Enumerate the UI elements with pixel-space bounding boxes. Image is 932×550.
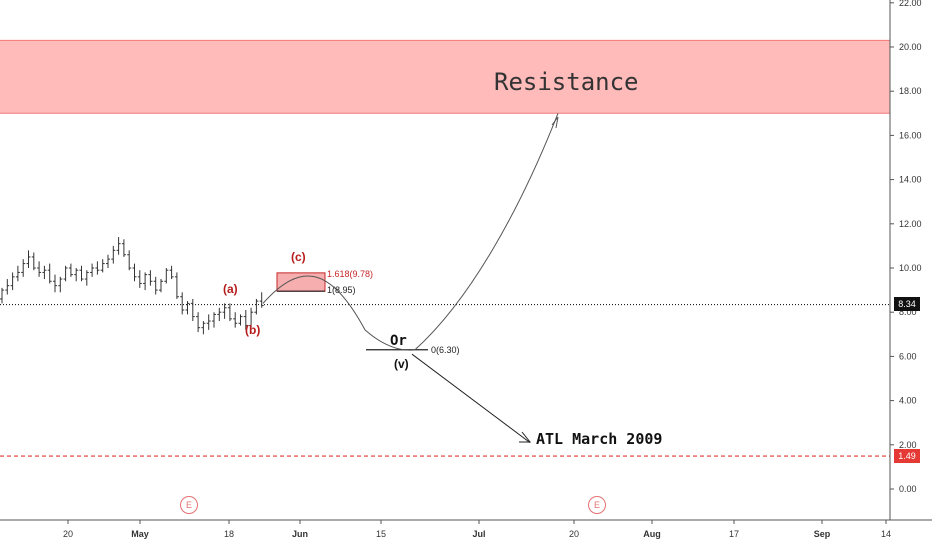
price-bar (21, 259, 26, 277)
price-bar (63, 265, 68, 282)
price-bar (42, 265, 47, 280)
price-tick-label: 16.00 (899, 130, 922, 140)
price-bar (169, 265, 174, 280)
price-bar (15, 265, 20, 282)
price-bar (111, 245, 116, 264)
price-tick-label: 10.00 (899, 263, 922, 273)
current-price-badge: 8.34 (894, 297, 920, 311)
earnings-marker-may[interactable]: E (180, 496, 198, 514)
price-tick-label: 12.00 (899, 219, 922, 229)
price-bar (74, 268, 79, 282)
price-bar (53, 274, 57, 293)
price-bar (5, 279, 10, 295)
price-bar (116, 237, 121, 255)
time-tick-label: Sep (814, 529, 831, 539)
price-tick-label: 22.00 (899, 0, 922, 8)
price-bar (121, 239, 126, 257)
bullish-projection-arrowhead (551, 116, 559, 129)
alternative-label: Or (390, 333, 407, 349)
price-bar (201, 321, 206, 335)
atl-label: ATL March 2009 (536, 430, 663, 448)
bearish-projection-arrowhead (519, 431, 532, 443)
price-bar (254, 298, 259, 315)
fib-target-box (276, 272, 326, 292)
price-bar (132, 263, 137, 282)
price-bar (174, 272, 179, 299)
price-bar (206, 314, 211, 330)
time-tick-label: Aug (643, 529, 661, 539)
price-bar (90, 263, 95, 277)
price-tick-label: 18.00 (899, 86, 922, 96)
price-bar (217, 307, 222, 322)
price-bar (153, 276, 158, 295)
fib-label-1618: 1.618(9.78) (327, 269, 374, 279)
price-tick-label: 20.00 (899, 42, 922, 52)
price-bar (68, 263, 73, 277)
atl-price-badge: 1.49 (894, 449, 920, 463)
bearish-projection-path (411, 353, 531, 443)
price-bar (249, 307, 254, 328)
time-tick-label: 20 (569, 529, 579, 539)
price-bar (227, 303, 232, 322)
wave-label-c: (c) (291, 250, 306, 264)
price-bar (190, 298, 195, 322)
price-bar (180, 292, 185, 315)
fib-label-1: 1(8.95) (327, 285, 356, 295)
fib-label-0: 0(6.30) (431, 345, 460, 355)
time-tick-label: 14 (881, 529, 891, 539)
price-tick-label: 14.00 (899, 175, 922, 185)
time-tick-label: 20 (63, 529, 73, 539)
time-tick-label: 15 (376, 529, 386, 539)
price-bar (259, 292, 264, 308)
price-bar (159, 279, 163, 293)
earnings-marker-jul[interactable]: E (588, 496, 606, 514)
price-bar (26, 250, 31, 268)
time-tick-label: May (131, 529, 149, 539)
price-bar (0, 287, 4, 304)
wave-label-v: (v) (394, 357, 409, 371)
price-bar (137, 270, 142, 288)
price-bar (95, 261, 100, 275)
price-bar (37, 261, 42, 277)
bullish-projection-path (262, 113, 559, 351)
price-tick-label: 4.00 (899, 396, 917, 406)
price-bar (222, 303, 227, 319)
price-bar (58, 276, 63, 293)
price-tick-label: 8.00 (899, 307, 917, 317)
resistance-zone (0, 40, 890, 114)
time-tick-label: 18 (224, 529, 234, 539)
price-tick-label: 2.00 (899, 440, 917, 450)
time-tick-label: Jul (472, 529, 485, 539)
price-bar (47, 263, 52, 284)
price-bar (84, 270, 89, 286)
price-bar (233, 312, 238, 328)
price-bar (148, 270, 153, 286)
price-bar (106, 254, 110, 268)
price-bar (31, 252, 36, 271)
resistance-label: Resistance (494, 68, 639, 96)
price-bar (238, 314, 243, 326)
price-bar (79, 265, 84, 282)
wave-label-b: (b) (245, 323, 261, 337)
time-tick-label: Jun (292, 529, 308, 539)
time-tick-label: 17 (729, 529, 739, 539)
price-bar (196, 312, 201, 333)
price-bar (127, 250, 132, 271)
price-bar (143, 272, 148, 291)
price-tick-label: 0.00 (899, 484, 917, 494)
price-bar (185, 301, 190, 315)
price-bar (164, 268, 169, 284)
price-bar (10, 272, 15, 291)
price-tick-label: 6.00 (899, 351, 917, 361)
price-bar (100, 259, 105, 273)
wave-label-a: (a) (223, 282, 238, 296)
price-bar (243, 309, 248, 330)
price-bar (212, 312, 216, 328)
